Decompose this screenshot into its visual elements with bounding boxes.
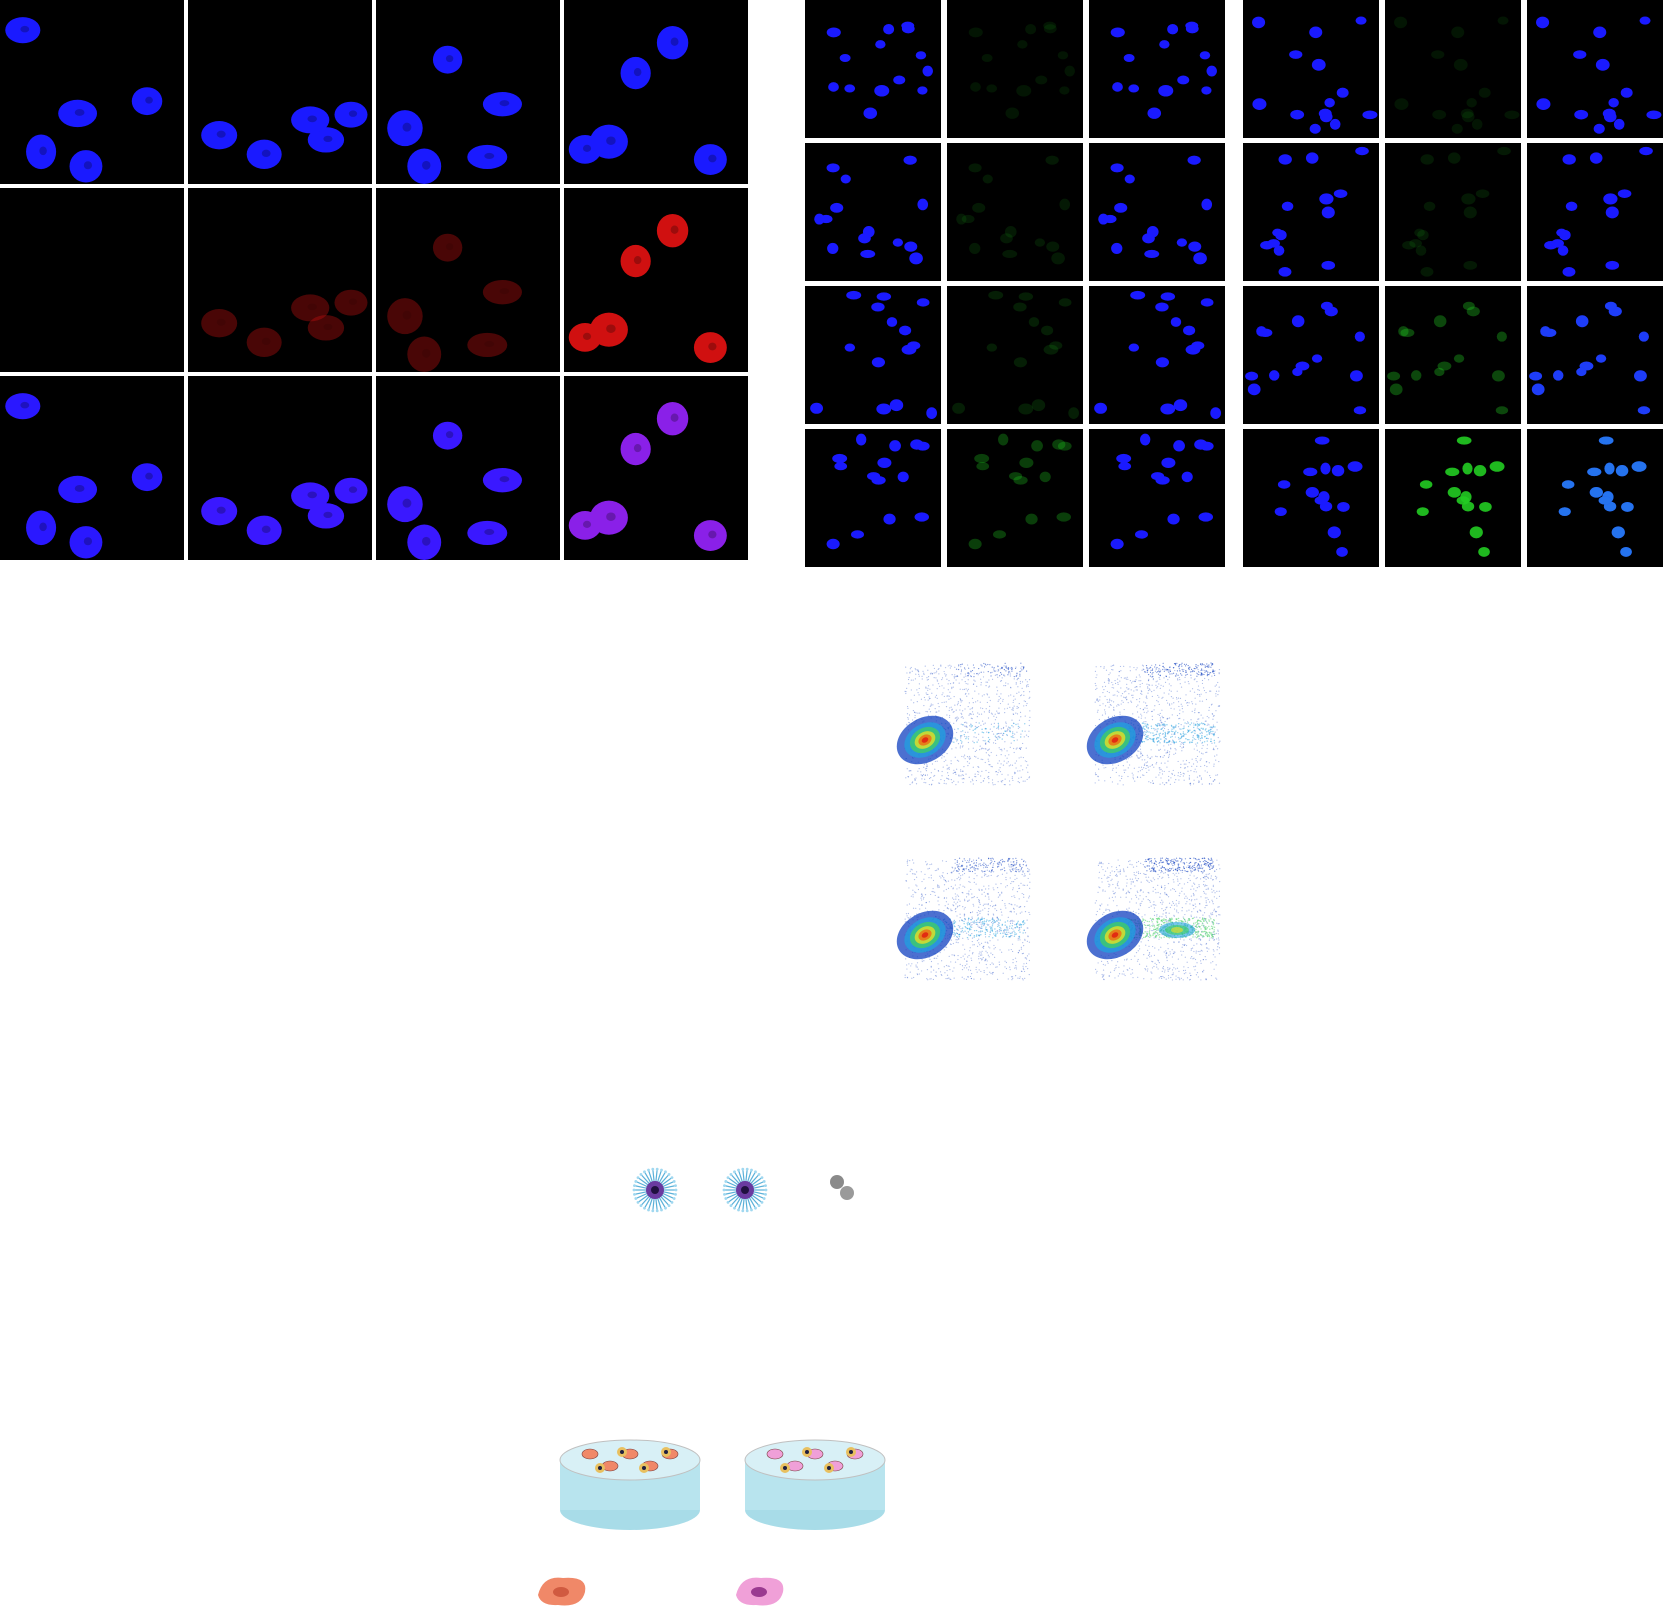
panel-b-image-dapi-r1c4 — [1243, 0, 1379, 138]
panel-a-image-red-4 — [564, 188, 748, 372]
panel-c-flow-plots — [895, 655, 1240, 995]
panel-b-image-merge-r1c3 — [1089, 0, 1225, 138]
micelle-particle-1 — [625, 1160, 685, 1225]
panel-a-image-dapi-1 — [0, 0, 184, 184]
panel-b-image-green-r4c5 — [1385, 429, 1521, 567]
panel-b-image-dapi-r3c4 — [1243, 286, 1379, 424]
panel-a-image-red-1 — [0, 188, 184, 372]
micelle-particle-2 — [715, 1160, 775, 1225]
panel-b-image-merge-r1c6 — [1527, 0, 1663, 138]
panel-a-grid — [0, 0, 750, 565]
flow-density-plot-2 — [1085, 655, 1225, 795]
panel-b-image-green-r3c2 — [947, 286, 1083, 424]
panel-b-grid — [805, 0, 1670, 570]
panel-b-image-green-r2c5 — [1385, 143, 1521, 281]
panel-b-image-merge-r2c3 — [1089, 143, 1225, 281]
culture-dish-2 — [740, 1430, 890, 1545]
panel-b-image-green-r2c2 — [947, 143, 1083, 281]
panel-b-image-merge-r3c6 — [1527, 286, 1663, 424]
panel-a-image-merge-3 — [376, 376, 560, 560]
panel-b-image-dapi-r3c1 — [805, 286, 941, 424]
culture-dish-1 — [555, 1430, 705, 1545]
cell-illustration-2 — [731, 1570, 791, 1615]
flow-density-plot-4 — [1085, 850, 1225, 990]
panel-b-image-green-r4c2 — [947, 429, 1083, 567]
panel-a-image-dapi-3 — [376, 0, 560, 184]
panel-e-dishes — [538, 1430, 935, 1615]
panel-b-image-merge-r2c6 — [1527, 143, 1663, 281]
panel-b-image-dapi-r1c1 — [805, 0, 941, 138]
panel-b-image-merge-r4c6 — [1527, 429, 1663, 567]
panel-d-particles — [620, 1160, 880, 1230]
panel-a-image-merge-4 — [564, 376, 748, 560]
panel-b-image-green-r1c5 — [1385, 0, 1521, 138]
panel-b-image-dapi-r4c4 — [1243, 429, 1379, 567]
panel-b-image-merge-r4c3 — [1089, 429, 1225, 567]
panel-a-image-merge-1 — [0, 376, 184, 560]
panel-a-image-red-3 — [376, 188, 560, 372]
panel-b-image-dapi-r2c4 — [1243, 143, 1379, 281]
flow-density-plot-3 — [895, 850, 1035, 990]
gold-nanoparticles-3 — [815, 1160, 875, 1225]
panel-a-image-dapi-4 — [564, 0, 748, 184]
panel-b-image-green-r1c2 — [947, 0, 1083, 138]
cell-illustration-1 — [533, 1570, 593, 1615]
panel-b-image-dapi-r2c1 — [805, 143, 941, 281]
panel-a-image-red-2 — [188, 188, 372, 372]
panel-a-image-merge-2 — [188, 376, 372, 560]
flow-density-plot-1 — [895, 655, 1035, 795]
panel-b-image-dapi-r4c1 — [805, 429, 941, 567]
panel-b-image-merge-r3c3 — [1089, 286, 1225, 424]
panel-a-image-dapi-2 — [188, 0, 372, 184]
panel-b-image-green-r3c5 — [1385, 286, 1521, 424]
